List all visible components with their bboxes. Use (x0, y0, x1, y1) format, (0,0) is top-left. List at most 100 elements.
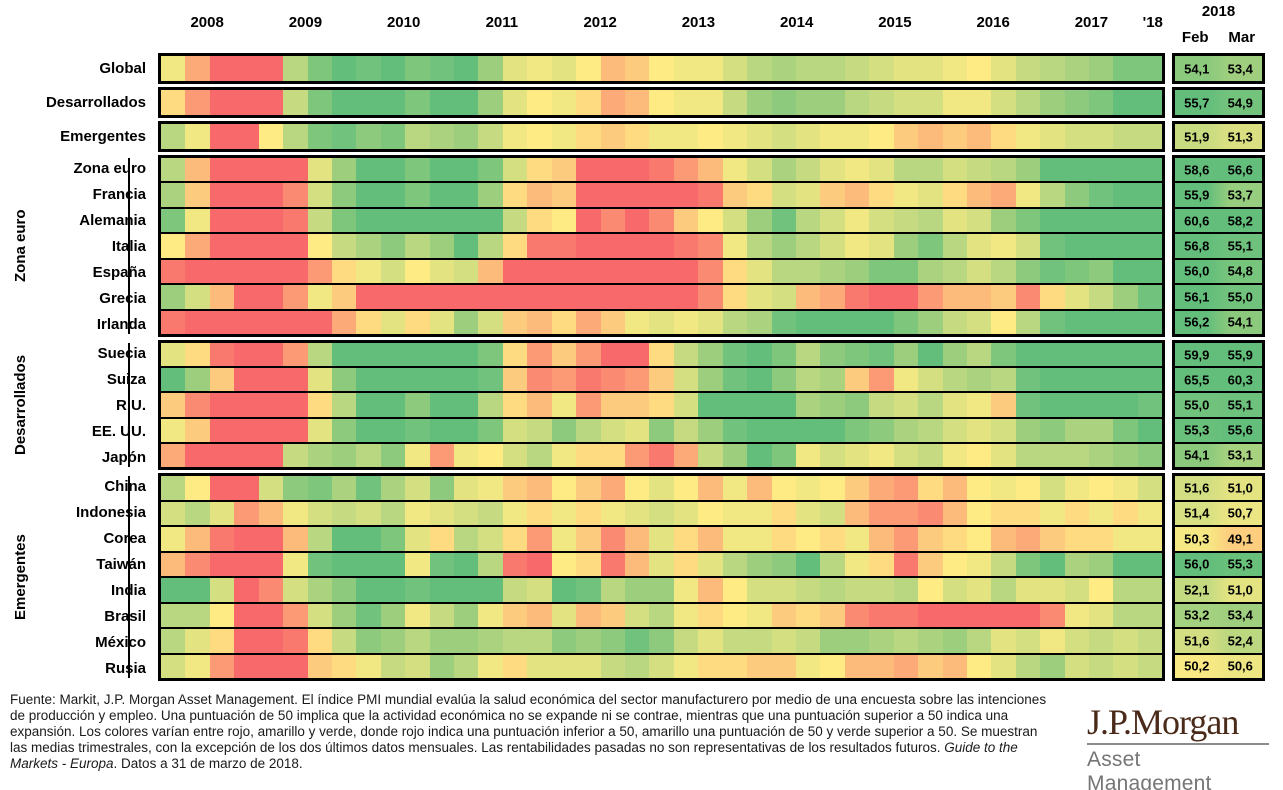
heatmap-cell (1015, 393, 1041, 417)
heatmap-cell (502, 90, 528, 115)
heatmap-cell (454, 208, 479, 233)
heatmap-cell (478, 527, 503, 551)
value-block: 59,9 55,9 65,5 60,3 55,0 55,1 55,3 55,6 54,1 53,1 (1172, 340, 1265, 470)
heatmap-cell (454, 234, 479, 258)
heatmap-cell (673, 343, 699, 367)
heatmap-cell (454, 501, 479, 525)
heatmap-cell (185, 56, 210, 81)
heatmap-cell (649, 56, 674, 81)
heatmap-cell (1064, 285, 1090, 309)
heatmap-cell (942, 56, 967, 81)
heatmap-cell (600, 418, 626, 442)
heatmap-cell (258, 578, 284, 602)
heatmap-cell (1064, 629, 1090, 653)
heatmap-cell (795, 578, 821, 602)
heatmap-cell (527, 310, 552, 334)
heatmap-cell (551, 259, 577, 284)
heatmap-cell (234, 259, 259, 284)
mar-value: 54,8 (1227, 263, 1253, 279)
heatmap-cell (747, 234, 772, 258)
heatmap-cell (820, 578, 845, 602)
row-label: Corea (103, 529, 146, 547)
heatmap-cell (1113, 527, 1138, 551)
heatmap-cell (893, 501, 919, 525)
heatmap-cell (551, 552, 577, 576)
brand-division: Asset Management (1087, 748, 1212, 790)
heatmap-cell (966, 393, 992, 417)
heatmap-cell (722, 208, 748, 233)
heatmap-cell (942, 343, 967, 367)
heatmap-cell (258, 393, 284, 417)
heatmap-cell (234, 527, 259, 551)
heatmap-cell (380, 603, 406, 627)
heatmap-cell (356, 418, 381, 442)
heatmap-cell (209, 56, 235, 81)
row-label: Rusia (105, 659, 146, 677)
heatmap-cell (307, 285, 332, 309)
heatmap-cell (698, 56, 723, 81)
heatmap-cell (429, 234, 455, 258)
heatmap-cell (747, 501, 772, 525)
heatmap-cell (893, 552, 919, 576)
heatmap-cell (942, 90, 967, 115)
heatmap-cell (380, 310, 406, 334)
heatmap-cell (844, 158, 870, 182)
heatmap-cell (625, 285, 650, 309)
heatmap-cell (747, 343, 772, 367)
heatmap-cell (331, 501, 357, 525)
mar-value: 56,6 (1227, 162, 1253, 178)
heatmap-cell (869, 368, 894, 392)
heatmap-cell (1064, 183, 1090, 207)
heatmap-cell (991, 418, 1016, 442)
heatmap-cell (625, 343, 650, 367)
source-note: Fuente: Markit, J.P. Morgan Asset Manage… (10, 692, 1058, 772)
feb-value: 60,6 (1184, 213, 1210, 229)
heatmap-cell (747, 158, 772, 182)
heatmap-cell (356, 552, 381, 576)
heatmap-cell (747, 56, 772, 81)
heatmap-cell (551, 234, 577, 258)
mar-value: 49,1 (1227, 531, 1253, 547)
heatmap-cell (1137, 285, 1163, 309)
heatmap-cell (380, 476, 406, 500)
heatmap-cell (747, 527, 772, 551)
heatmap-cell (991, 654, 1016, 678)
heatmap-cell (502, 158, 528, 182)
heatmap-cell (185, 310, 210, 334)
heatmap-cell (698, 343, 723, 367)
heatmap-cell (1113, 56, 1138, 81)
heatmap-cell (234, 234, 259, 258)
heatmap-cell (1113, 552, 1138, 576)
heatmap-cell (1064, 343, 1090, 367)
heatmap-cell (698, 476, 723, 500)
heatmap-cell (283, 90, 308, 115)
heatmap-cell (1015, 603, 1041, 627)
heatmap-cell (771, 183, 796, 207)
heatmap-cell (234, 393, 259, 417)
heatmap-cell (625, 368, 650, 392)
heatmap-cell (673, 552, 699, 576)
heatmap-cell (722, 578, 748, 602)
heatmap-cell (918, 259, 943, 284)
heatmap-cell (209, 208, 235, 233)
heatmap-cell (991, 56, 1016, 81)
heatmap-cell (1064, 654, 1090, 678)
feb-value: 51,6 (1184, 633, 1210, 649)
mar-value: 53,4 (1227, 61, 1253, 76)
heatmap-cell (844, 208, 870, 233)
heatmap-cell (405, 90, 430, 115)
heatmap-cell (1089, 368, 1114, 392)
heatmap-cell (1089, 158, 1114, 182)
heatmap-cell (747, 654, 772, 678)
heatmap-cell (1113, 343, 1138, 367)
heatmap-cell (576, 124, 601, 149)
heatmap-cell (576, 476, 601, 500)
heatmap-cell (1064, 368, 1090, 392)
heatmap-cell (820, 343, 845, 367)
heatmap-cell (576, 208, 601, 233)
heatmap-cell (502, 259, 528, 284)
heatmap-cell (625, 183, 650, 207)
heatmap-cell (234, 629, 259, 653)
heatmap-cell (283, 603, 308, 627)
heatmap-cell (185, 501, 210, 525)
